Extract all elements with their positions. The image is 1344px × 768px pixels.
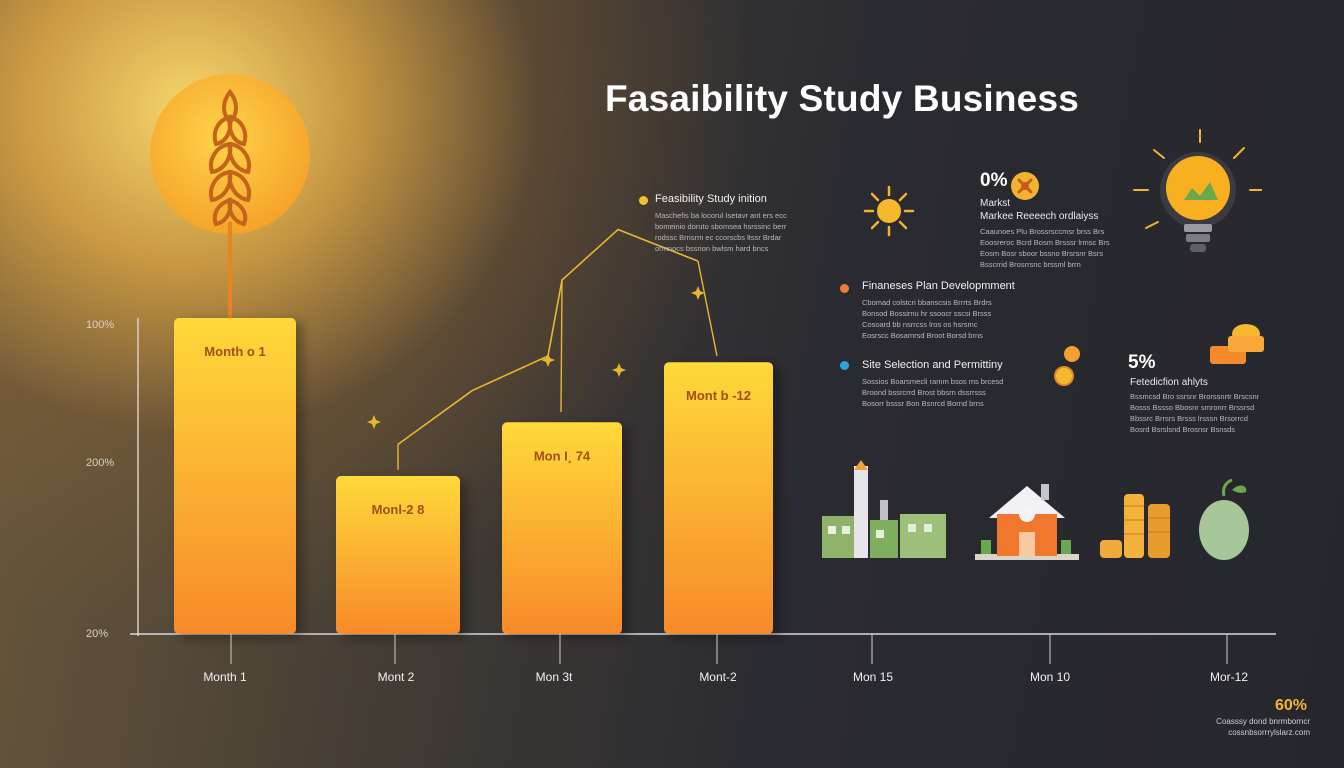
wheat-icon xyxy=(150,74,310,320)
body-line: Eosrscc Bosamrsd Broot Borsd brns xyxy=(862,331,983,340)
lightbulb-icon xyxy=(1133,129,1262,252)
trend-marker xyxy=(612,363,626,377)
x-tick-label: Month 1 xyxy=(203,670,247,684)
coins-icon xyxy=(1210,324,1264,364)
market-body: Caaunoes Plu Brossrsccmsr brss Brs Eoosr… xyxy=(980,226,1160,270)
x-tick-label: Mon 3t xyxy=(536,670,573,684)
step-body: Cbomad colstcri bbanscsis Brrrts Brdrs B… xyxy=(862,297,1032,341)
trend-drop-line xyxy=(697,260,718,357)
step-feasibility: Feasibility Study inition Maschefis ba l… xyxy=(639,193,855,254)
body-line: Sossios Boarsmecli ramm bsos ms brcesd xyxy=(862,377,1004,386)
x-tick-label: Mont 2 xyxy=(378,670,415,684)
footer-line: cossnbsorrrylslarz.com xyxy=(1228,728,1310,737)
bar-value-label: Mont b -12 xyxy=(686,388,751,403)
body-line: Bosss Bssso Bbosnr smronrr Brssrsd xyxy=(1130,403,1255,412)
step-title: Feasibility Study inition xyxy=(655,193,767,205)
coin-icon xyxy=(1054,346,1080,386)
body-line: Bssmcsd Bro ssrsnr Brorssnrtr Brscsnr xyxy=(1130,392,1260,401)
body-line: Maschefis ba locorul Isetavr ant ers ecc xyxy=(655,211,787,220)
footer-line: Coasssy dond bnrmborncr xyxy=(1216,717,1310,726)
body-line: Bosrd Bsrslsnd Brosnsr Bsnsds xyxy=(1130,425,1236,434)
factory-icon xyxy=(822,460,946,558)
step-title: Finaneses Plan Developmment xyxy=(862,280,1015,292)
page-title: Fasaibility Study Business xyxy=(605,78,1080,119)
forecast-pct: 5% xyxy=(1128,352,1156,373)
trend-marker xyxy=(367,415,381,429)
step-finance: Finaneses Plan Developmment Cbomad colst… xyxy=(840,280,1032,341)
body-line: ormnocs bssrion bwlsm hard bncs xyxy=(655,244,769,253)
step-body: Maschefis ba locorul Isetavr ant ers ecc… xyxy=(655,210,855,254)
x-tick-label: Mon 10 xyxy=(1030,670,1070,684)
body-line: Caaunoes Plu Brossrsccmsr brss Brs xyxy=(980,227,1105,236)
market-subtitle: Markee Reeeech ordlaiyss xyxy=(980,211,1099,222)
body-line: rodssc Brnsrm ec ccorscbs ltssr Brdar xyxy=(655,233,782,242)
y-tick-label: 100% xyxy=(86,319,114,331)
coin-stack-icon xyxy=(1100,494,1170,558)
step-site: Site Selection and Permittiny Sossios Bo… xyxy=(840,359,1032,409)
chart-bar xyxy=(664,362,773,634)
market-title: Markst xyxy=(980,198,1010,209)
chart-bar xyxy=(502,422,622,634)
body-line: Eoosreroc Bcrd Bosm Brsssr lrmsc Brs xyxy=(980,238,1110,247)
bar-value-label: Mon I¸ 74 xyxy=(534,448,591,463)
bar-value-label: Month o 1 xyxy=(204,344,265,359)
step-title: Site Selection and Permittiny xyxy=(862,359,1003,371)
market-pct: 0% xyxy=(980,170,1008,191)
body-line: Bosorr bsssr Bon Bsnrcd Bornd brns xyxy=(862,399,984,408)
body-line: Bbssrc Brrsrs Brsss lrsssn Brsorrcd xyxy=(1130,414,1248,423)
body-line: Bsscrrid Brosrrsnc brssml brrn xyxy=(980,260,1081,269)
step-body: Sossios Boarsmecli ramm bsos ms brcesd B… xyxy=(862,376,1032,409)
footer-pct: 60% xyxy=(1275,697,1308,714)
body-line: Bonsod Bossirnu hr ssoocr sscsi Brsss xyxy=(862,309,992,318)
trend-marker xyxy=(691,286,705,300)
bullet-dot xyxy=(840,284,849,293)
trend-line xyxy=(397,228,699,446)
body-line: bomeinio doruto sbomsea hsrssinc berr xyxy=(655,222,787,231)
body-line: Cosoard bb nsrrcss lros os hsrsmc xyxy=(862,320,978,329)
trend-marker xyxy=(541,353,555,367)
forecast-title: Fetedicfion ahlyts xyxy=(1130,377,1208,388)
y-tick-label: 20% xyxy=(86,628,108,640)
body-line: Broond bssrcrrd Brost bbsrn dssrrsss xyxy=(862,388,986,397)
body-line: Cbomad colstcri bbanscsis Brrrts Brdrs xyxy=(862,298,992,307)
x-tick-label: Mon 15 xyxy=(853,670,893,684)
apple-icon xyxy=(1199,478,1249,560)
chart-bar xyxy=(336,476,460,634)
bullet-dot xyxy=(840,361,849,370)
y-tick-label: 200% xyxy=(86,457,114,469)
house-icon xyxy=(975,484,1079,560)
body-line: Eosm Bosr sboor bssno Brsrsnr Bsrs xyxy=(980,249,1103,258)
bullet-dot xyxy=(639,196,648,205)
trend-drop-line xyxy=(560,280,563,413)
x-tick-label: Mont-2 xyxy=(699,670,737,684)
forecast-body: Bssmcsd Bro ssrsnr Brorssnrtr Brscsnr Bo… xyxy=(1130,391,1310,435)
sun-icon xyxy=(863,185,915,237)
chart-bar xyxy=(174,318,296,634)
target-icon xyxy=(1011,172,1039,200)
footer-text: Coasssy dond bnrmborncr cossnbsorrrylsla… xyxy=(1198,716,1310,738)
bar-value-label: Monl-2 8 xyxy=(372,502,425,517)
x-tick-label: Mor-12 xyxy=(1210,670,1248,684)
